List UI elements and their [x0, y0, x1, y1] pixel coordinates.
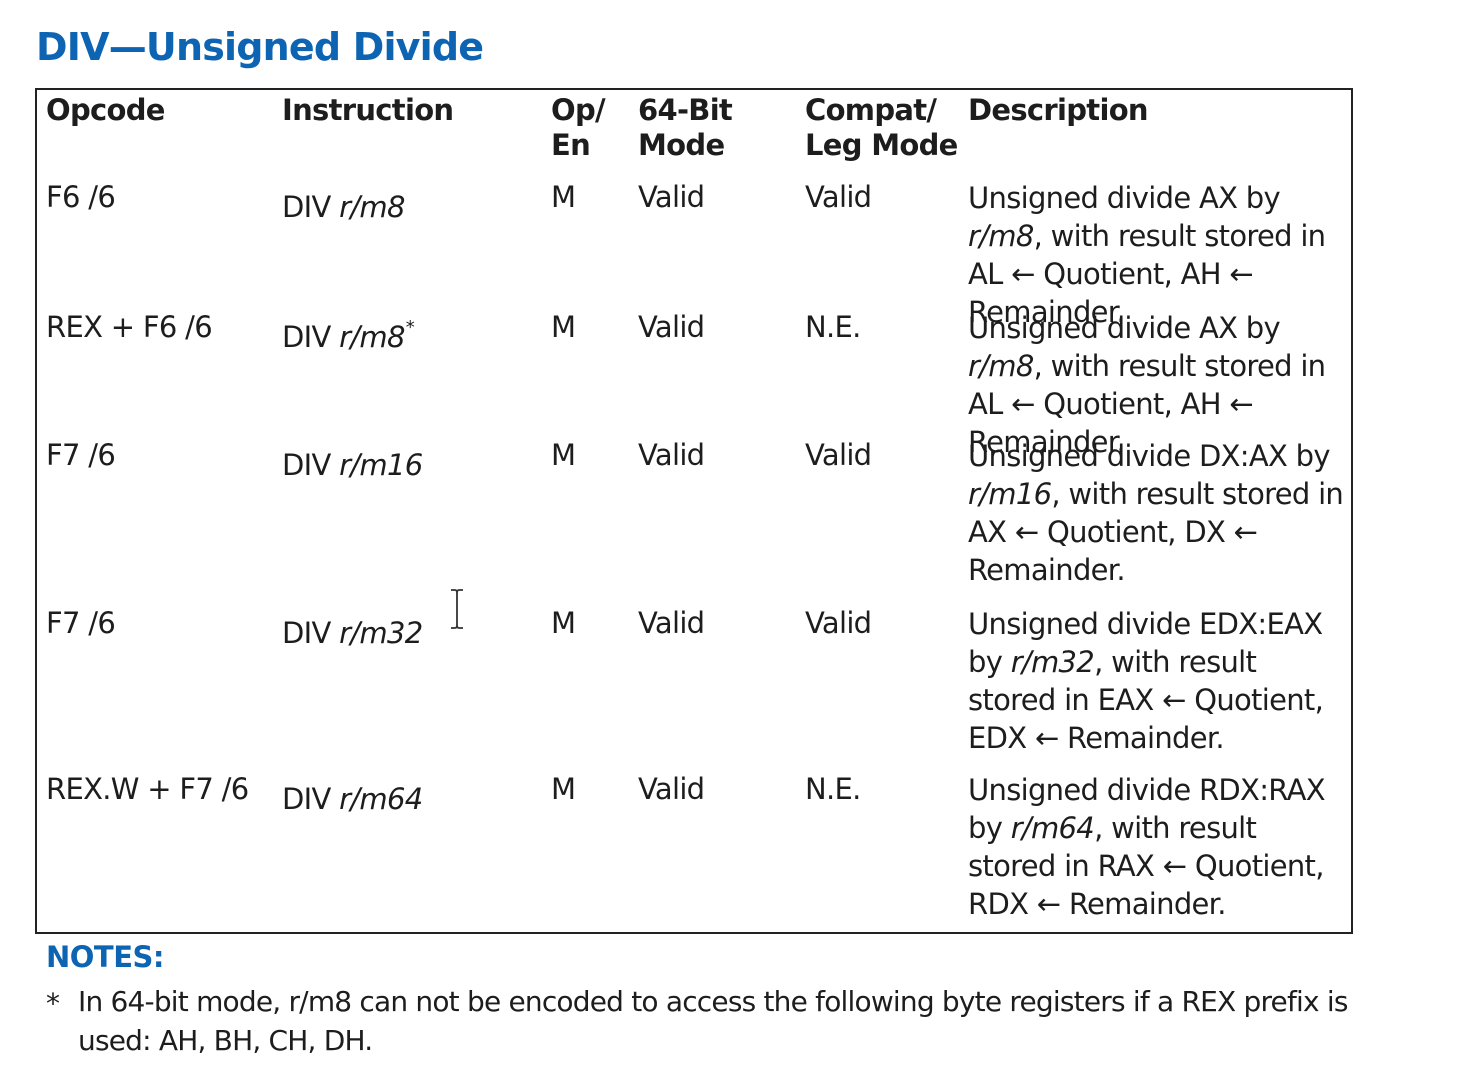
row-3-compat-mode: Valid: [805, 438, 872, 472]
row-3-op-en: M: [551, 438, 576, 472]
footnote-marker: *: [405, 317, 415, 338]
row-3-64bit-mode: Valid: [638, 438, 705, 472]
row-2-opcode: REX + F6 /6: [46, 310, 213, 344]
header-opcode: Opcode: [46, 93, 165, 127]
row-5-description: Unsigned divide RDX:RAX by r/m64, with r…: [968, 773, 1326, 921]
row-2-64bit-mode: Valid: [638, 310, 705, 344]
row-4-64bit-mode: Valid: [638, 606, 705, 640]
row-1-64bit-mode: Valid: [638, 180, 705, 214]
row-3-opcode: F7 /6: [46, 438, 116, 472]
row-5-instruction: DIV r/m64: [282, 782, 423, 816]
row-5-64bit-mode: Valid: [638, 772, 705, 806]
row-1-op-en: M: [551, 180, 576, 214]
header-instruction: Instruction: [282, 93, 454, 127]
header-description: Description: [968, 93, 1149, 127]
row-2-instruction: DIV r/m8*: [282, 317, 415, 354]
row-4-description: Unsigned divide EDX:EAX by r/m32, with r…: [968, 607, 1324, 755]
row-4-opcode: F7 /6: [46, 606, 116, 640]
row-1-instruction: DIV r/m8: [282, 190, 405, 224]
row-4-compat-mode: Valid: [805, 606, 872, 640]
instruction-table: Opcode Instruction Op/En 64-Bit Mode Comp…: [35, 88, 1353, 934]
row-1-opcode: F6 /6: [46, 180, 116, 214]
row-4-op-en: M: [551, 606, 576, 640]
row-2-description: Unsigned divide AX by r/m8, with result …: [968, 311, 1326, 459]
note-marker: *: [46, 987, 60, 1020]
row-2-op-en: M: [551, 310, 576, 344]
row-5-compat-mode: N.E.: [805, 772, 861, 806]
row-5-opcode: REX.W + F7 /6: [46, 772, 249, 806]
header-64bit-mode: 64-Bit Mode: [638, 93, 733, 162]
row-5-op-en: M: [551, 772, 576, 806]
page-title: DIV—Unsigned Divide: [36, 25, 484, 69]
row-4-instruction: DIV r/m32: [282, 616, 423, 650]
row-3-instruction: DIV r/m16: [282, 448, 423, 482]
row-2-compat-mode: N.E.: [805, 310, 861, 344]
note-text: In 64-bit mode, r/m8 can not be encoded …: [78, 985, 1348, 1057]
header-compat-leg-mode: Compat/Leg Mode: [805, 93, 958, 162]
row-3-description: Unsigned divide DX:AX by r/m16, with res…: [968, 439, 1344, 587]
row-1-compat-mode: Valid: [805, 180, 872, 214]
header-op-en: Op/En: [551, 93, 606, 162]
notes-title: NOTES:: [46, 940, 165, 974]
row-1-description: Unsigned divide AX by r/m8, with result …: [968, 181, 1326, 329]
text-cursor-icon: [449, 588, 465, 630]
